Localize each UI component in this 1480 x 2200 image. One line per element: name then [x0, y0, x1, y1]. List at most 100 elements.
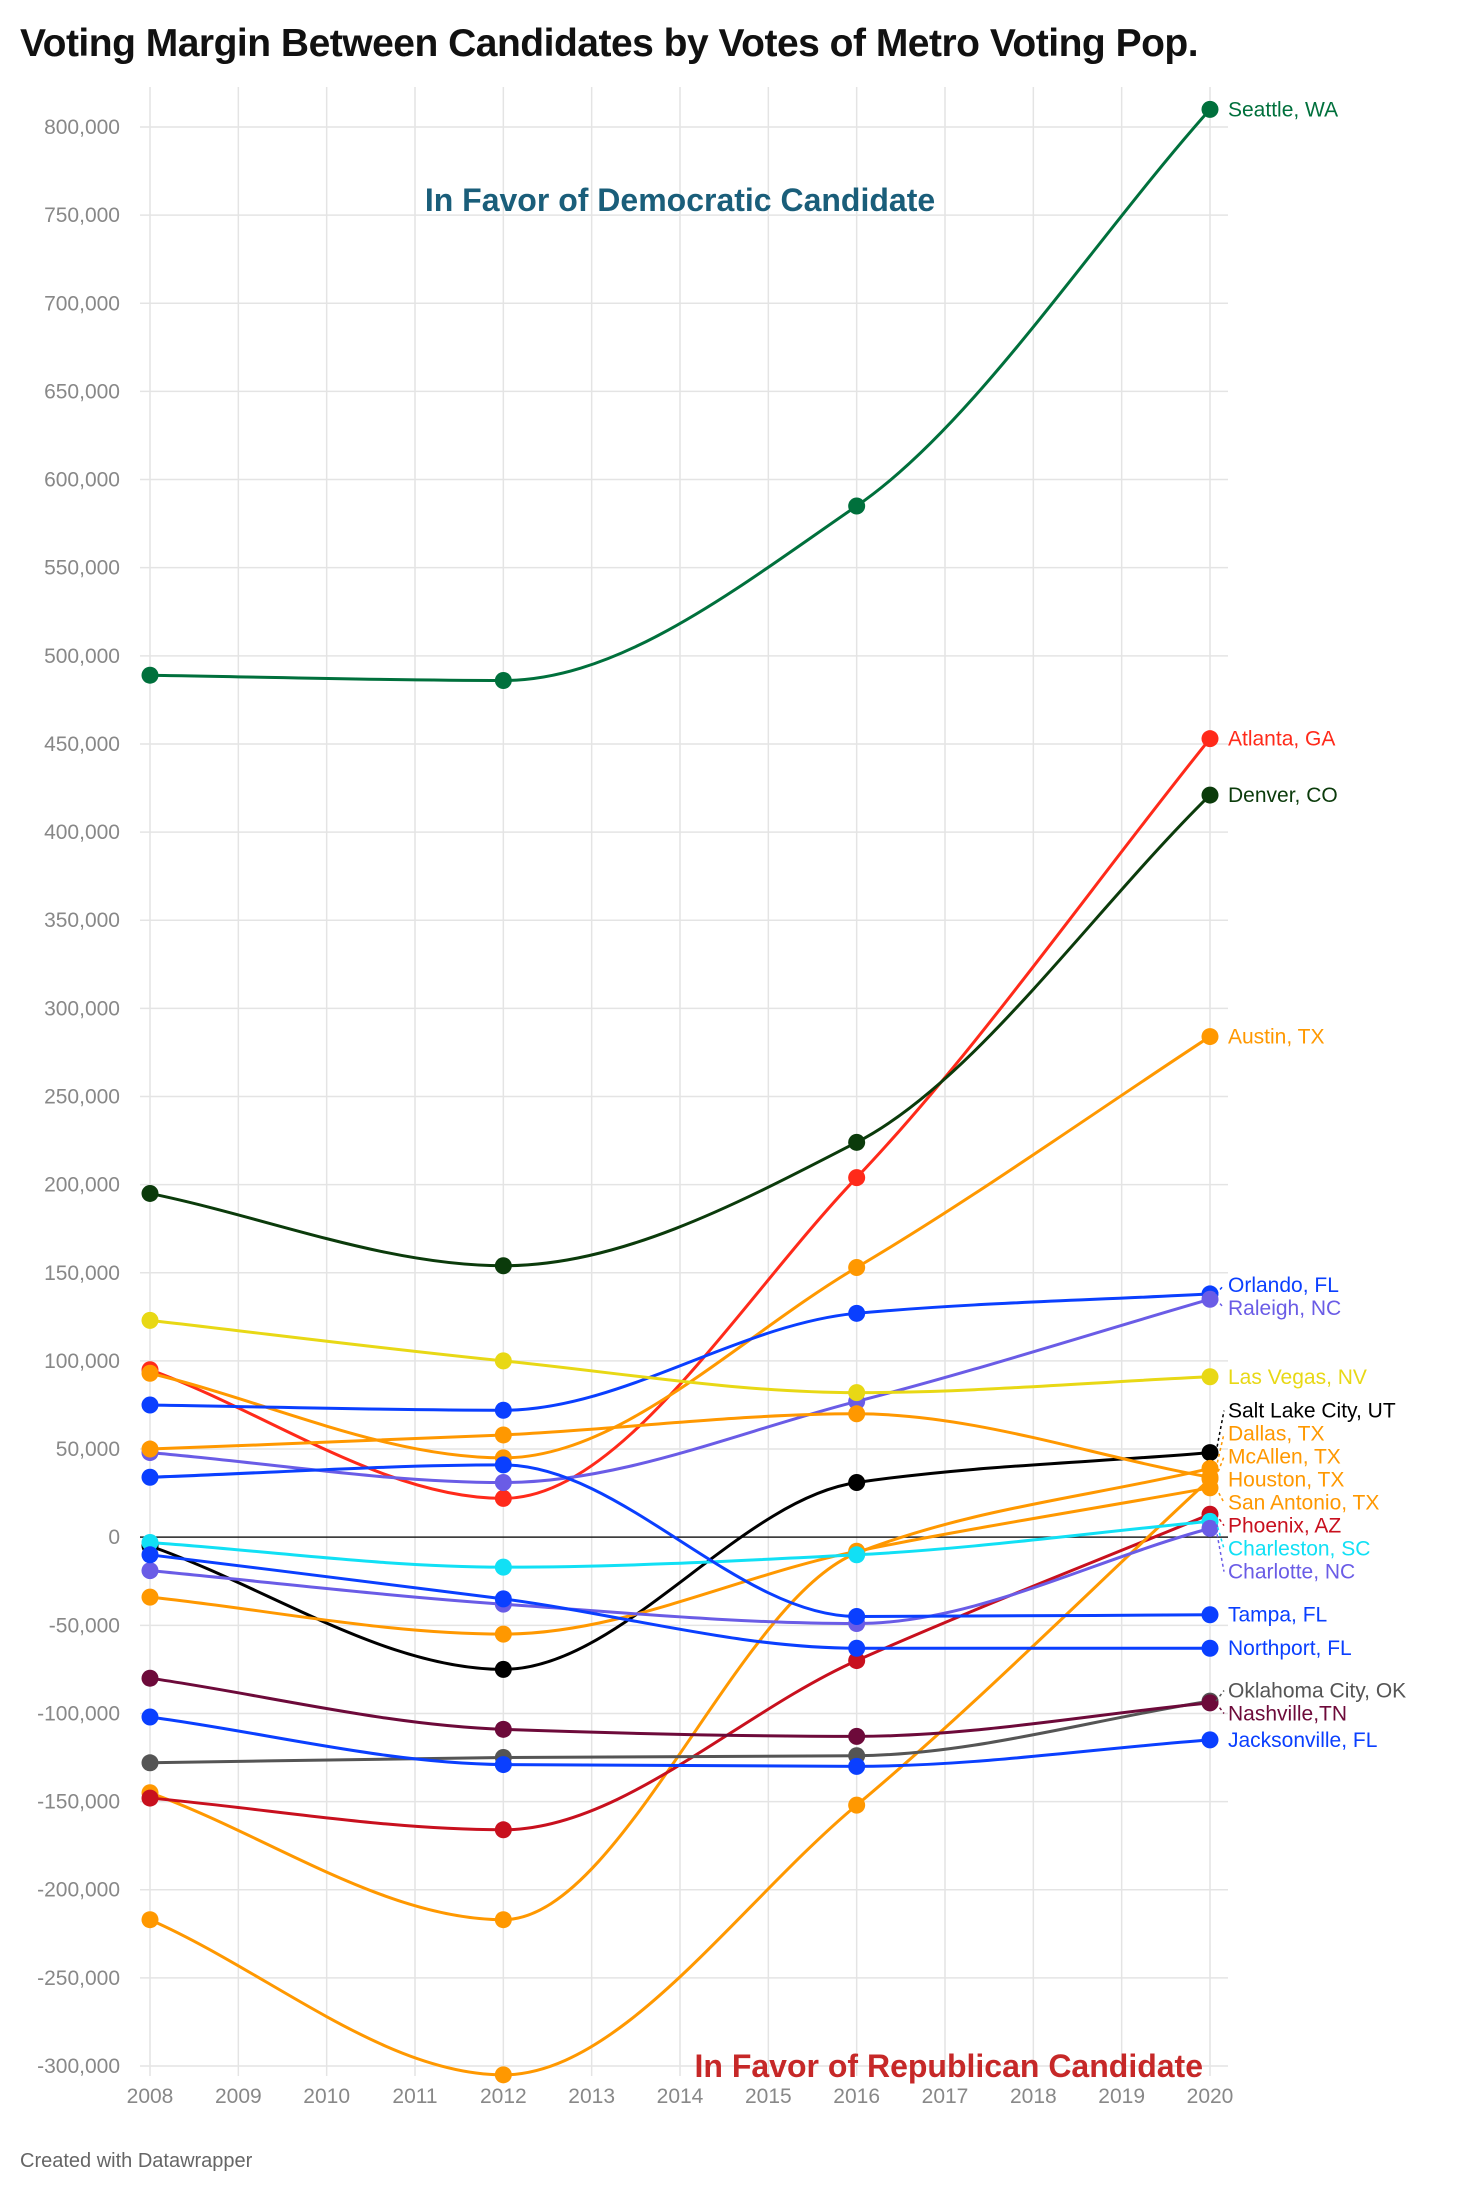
x-tick-label: 2008	[127, 2085, 174, 2108]
series-end-label: Nashville,TN	[1228, 1702, 1347, 1725]
data-point	[494, 1257, 512, 1275]
y-tick-label: 150,000	[44, 1262, 120, 1285]
series-labels: Seattle, WA Atlanta, GA Denver, CO Austin, …	[1228, 98, 1406, 1752]
y-tick-label: 300,000	[44, 997, 120, 1020]
data-point	[848, 1258, 866, 1276]
y-tick-label: 0	[108, 1526, 120, 1549]
data-point	[141, 1184, 159, 1202]
data-point	[494, 1489, 512, 1507]
data-point	[848, 1608, 866, 1626]
y-tick-label: -250,000	[37, 1967, 120, 1990]
data-point	[494, 1625, 512, 1643]
annotation-layer: In Favor of Democratic Candidate In Favor…	[425, 182, 1203, 2084]
x-tick-label: 2016	[833, 2085, 880, 2108]
data-point	[494, 2066, 512, 2084]
data-point	[848, 1169, 866, 1187]
data-point	[1201, 1470, 1219, 1488]
x-tick-label: 2015	[745, 2085, 792, 2108]
data-point	[848, 1757, 866, 1775]
series-line	[149, 1715, 1211, 1768]
data-point	[141, 1562, 159, 1580]
series-end-label: Dallas, TX	[1228, 1423, 1324, 1446]
x-tick-label: 2009	[215, 2085, 262, 2108]
series-end-label: Raleigh, NC	[1228, 1297, 1341, 1320]
data-point	[848, 1639, 866, 1657]
series-end-label: Salt Lake City, UT	[1228, 1400, 1396, 1423]
x-tick-label: 2012	[480, 2085, 527, 2108]
data-point	[141, 1588, 159, 1606]
label-leader	[1215, 1702, 1225, 1714]
y-tick-label: 400,000	[44, 821, 120, 844]
series-end-label: Charlotte, NC	[1228, 1561, 1355, 1584]
data-point	[1201, 1519, 1219, 1537]
series-end-label: Denver, CO	[1228, 784, 1338, 807]
series-line	[149, 1526, 1211, 1626]
data-point	[141, 1440, 159, 1458]
data-point	[494, 1756, 512, 1774]
data-point	[494, 1456, 512, 1474]
y-tick-label: -300,000	[37, 2055, 120, 2078]
data-point	[141, 1546, 159, 1564]
data-point	[848, 1474, 866, 1492]
series-end-label: Tampa, FL	[1228, 1604, 1327, 1627]
series-end-label: Northport, FL	[1228, 1637, 1352, 1660]
series-end-label: Las Vegas, NV	[1228, 1366, 1367, 1389]
y-tick-label: 800,000	[44, 116, 120, 139]
y-tick-label: 250,000	[44, 1086, 120, 1109]
data-point	[1201, 730, 1219, 748]
data-point	[848, 1133, 866, 1151]
series-end-label: San Antonio, TX	[1228, 1492, 1379, 1515]
data-point	[141, 1911, 159, 1929]
data-point	[848, 497, 866, 515]
data-point	[141, 666, 159, 684]
data-point	[494, 1821, 512, 1839]
data-point	[848, 1405, 866, 1423]
label-leader	[1215, 1690, 1225, 1702]
data-point	[141, 1533, 159, 1551]
label-leader	[1215, 1410, 1225, 1453]
series-end-label: Phoenix, AZ	[1228, 1515, 1341, 1538]
series-line	[149, 1486, 1211, 1636]
x-tick-label: 2011	[392, 2085, 437, 2108]
data-point	[141, 1396, 159, 1414]
annotation-republican: In Favor of Republican Candidate	[695, 2048, 1204, 2084]
axis-layer: 800,000 750,000 700,000 650,000 600,000 550,0…	[37, 116, 1233, 2108]
y-tick-label: -50,000	[49, 1614, 120, 1637]
annotation-democratic: In Favor of Democratic Candidate	[425, 182, 935, 218]
x-tick-label: 2019	[1098, 2085, 1145, 2108]
series-line	[149, 1297, 1211, 1485]
data-point	[1201, 1290, 1219, 1308]
line-chart: 800,000 750,000 700,000 650,000 600,000 550,0…	[37, 87, 1406, 2108]
data-point	[1201, 1606, 1219, 1624]
series-end-label: Seattle, WA	[1228, 98, 1338, 121]
x-tick-label: 2018	[1010, 2085, 1057, 2108]
label-leaders	[1215, 1284, 1225, 1714]
series-line	[149, 794, 1212, 1268]
y-tick-label: 200,000	[44, 1174, 120, 1197]
series-end-label: Atlanta, GA	[1228, 728, 1335, 751]
series-points	[141, 100, 1219, 2084]
data-point	[494, 1720, 512, 1738]
data-point	[141, 1364, 159, 1382]
series-line	[149, 1676, 1211, 1738]
data-point	[1201, 100, 1219, 118]
y-tick-label: 450,000	[44, 733, 120, 756]
series-line	[149, 1477, 1212, 2077]
data-point	[141, 1468, 159, 1486]
y-tick-label: 550,000	[44, 557, 120, 580]
data-point	[1201, 1639, 1219, 1657]
data-point	[1201, 1444, 1219, 1462]
y-tick-label: 700,000	[44, 292, 120, 315]
data-point	[1201, 1028, 1219, 1046]
data-point	[494, 1911, 512, 1929]
y-tick-label: -150,000	[37, 1791, 120, 1814]
series-line	[149, 108, 1212, 682]
series-end-label: Austin, TX	[1228, 1026, 1325, 1049]
x-tick-label: 2010	[303, 2085, 350, 2108]
data-point	[494, 1660, 512, 1678]
data-point	[1201, 1368, 1219, 1386]
series-end-label: McAllen, TX	[1228, 1446, 1341, 1469]
series-line	[149, 1512, 1211, 1832]
label-leader	[1215, 1298, 1225, 1309]
label-leader	[1215, 1521, 1225, 1549]
